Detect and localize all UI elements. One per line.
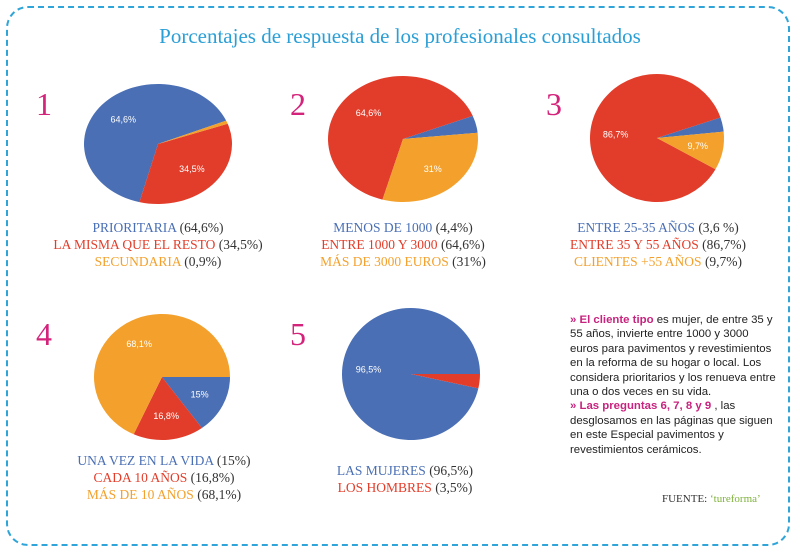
summary-note: » El cliente tipo es mujer, de entre 35 … [570, 313, 780, 457]
legend-percent: (3,6 %) [694, 220, 739, 235]
slice-data-label: 64,6% [356, 108, 382, 118]
legend-percent: (0,9%) [180, 254, 222, 269]
legend-percent: (34,5%) [215, 237, 263, 252]
slice-data-label: 86,7% [603, 129, 629, 139]
legend-percent: (3,5%) [431, 480, 473, 495]
legend-entry: LAS MUJERES (96,5%) [280, 462, 530, 479]
legend-percent: (68,1%) [193, 487, 242, 502]
slice-data-label: 68,1% [126, 339, 152, 349]
source-credit: FUENTE: ‘tureforma’ [662, 493, 761, 505]
legend-label: ENTRE 35 Y 55 AÑOS [569, 237, 699, 252]
legend-label: LAS MUJERES [336, 463, 426, 478]
legend-entry: ENTRE 1000 Y 3000 (64,6%) [268, 236, 538, 253]
slice-data-label: 96,5% [356, 365, 382, 375]
pie-slice [158, 120, 228, 144]
pie-slice [139, 123, 232, 204]
legend-entry: CLIENTES +55 AÑOS (9,7%) [528, 253, 788, 270]
legend-entry: CADA 10 AÑOS (16,8%) [24, 469, 304, 486]
pie-slice [403, 115, 478, 139]
legend-entry: MÁS DE 3000 EUROS (31%) [268, 253, 538, 270]
legend-label: CADA 10 AÑOS [93, 470, 188, 485]
chart-3-number: 3 [546, 86, 562, 122]
source-brand: ‘tureforma’ [709, 493, 761, 505]
legend-entry: ENTRE 35 Y 55 AÑOS (86,7%) [528, 236, 788, 253]
legend-entry: UNA VEZ EN LA VIDA (15%) [24, 452, 304, 469]
legend-entry: ENTRE 25-35 AÑOS (3,6 %) [528, 219, 788, 236]
legend-label: SECUNDARIA [94, 254, 181, 269]
slice-data-label: 34,5% [179, 164, 205, 174]
pie-chart-2: 64,6% 31% [328, 76, 479, 203]
pie-slice [84, 83, 227, 203]
legend-percent: (96,5%) [425, 463, 474, 478]
legend-percent: (86,7%) [698, 237, 746, 252]
slice-data-label: 64,6% [111, 115, 137, 125]
note-text-1: es mujer, de entre 35 y 55 años, inviert… [570, 314, 776, 399]
legend-label: LOS HOMBRES [337, 480, 432, 495]
pie-slice [94, 313, 230, 435]
legend-percent: (15%) [213, 453, 251, 468]
pie-chart-5: 96,5% [342, 308, 480, 441]
page-title: Porcentajes de respuesta de los profesio… [159, 24, 641, 48]
legend-label: MÁS DE 10 AÑOS [86, 487, 194, 502]
note-highlight-2: » Las preguntas 6, 7, 8 y 9 [570, 400, 712, 413]
legend-entry: PRIORITARIA (64,6%) [18, 219, 298, 236]
legend-entry: LOS HOMBRES (3,5%) [280, 479, 530, 496]
pie-slice [382, 132, 479, 203]
slice-data-label: 16,8% [153, 411, 179, 421]
pie-chart-4: 15% 16,8% 68,1% [94, 313, 230, 440]
legend-entry: LA MISMA QUE EL RESTO (34,5%) [18, 236, 298, 253]
chart-1-number: 1 [36, 86, 52, 122]
pie-slice [162, 377, 230, 428]
legend-percent: (64,6%) [437, 237, 485, 252]
pie-chart-1: 64,6% 34,5% [84, 83, 232, 204]
note-highlight-1: » El cliente tipo [570, 314, 654, 326]
source-label: FUENTE: [662, 493, 710, 505]
slice-data-label: 31% [424, 164, 442, 174]
legend-entry: MENOS DE 1000 (4,4%) [268, 219, 538, 236]
dashed-frame [6, 6, 790, 546]
pie-chart-3: 86,7% 9,7% [590, 73, 725, 202]
pie-slice [133, 377, 202, 440]
slice-data-label: 9,7% [687, 141, 708, 151]
legend-4: UNA VEZ EN LA VIDA (15%) CADA 10 AÑOS (16… [24, 452, 304, 503]
legend-label: LA MISMA QUE EL RESTO [53, 237, 216, 252]
slice-data-label: 15% [191, 390, 209, 400]
legend-entry: SECUNDARIA (0,9%) [18, 253, 298, 270]
legend-label: ENTRE 25-35 AÑOS [577, 220, 695, 235]
note-text-2: , las desglosamos en las páginas que sig… [570, 400, 773, 456]
pie-slice [657, 131, 725, 170]
pie-slice [328, 76, 473, 200]
legend-percent: (16,8%) [187, 470, 235, 485]
legend-1: PRIORITARIA (64,6%) LA MISMA QUE EL RESTO… [18, 219, 298, 270]
legend-label: ENTRE 1000 Y 3000 [321, 237, 438, 252]
legend-2: MENOS DE 1000 (4,4%) ENTRE 1000 Y 3000 (6… [268, 219, 538, 270]
legend-label: CLIENTES +55 AÑOS [573, 254, 702, 269]
legend-label: MÁS DE 3000 EUROS [320, 254, 449, 269]
chart-2-number: 2 [290, 86, 306, 122]
legend-percent: (4,4%) [432, 220, 473, 235]
legend-label: PRIORITARIA [92, 220, 177, 235]
legend-3: ENTRE 25-35 AÑOS (3,6 %) ENTRE 35 Y 55 AÑ… [528, 219, 788, 270]
chart-5-number: 5 [290, 316, 306, 352]
pie-slice [657, 117, 724, 138]
legend-5: LAS MUJERES (96,5%) LOS HOMBRES (3,5%) [280, 462, 530, 496]
legend-percent: (31%) [448, 254, 486, 269]
legend-label: MENOS DE 1000 [333, 220, 433, 235]
legend-percent: (64,6%) [176, 220, 224, 235]
pie-slice [342, 308, 480, 441]
pie-slice [590, 73, 721, 202]
legend-entry: MÁS DE 10 AÑOS (68,1%) [24, 486, 304, 503]
legend-label: UNA VEZ EN LA VIDA [77, 453, 214, 468]
pie-slice [411, 374, 480, 389]
chart-4-number: 4 [36, 316, 52, 352]
legend-percent: (9,7%) [701, 254, 743, 269]
